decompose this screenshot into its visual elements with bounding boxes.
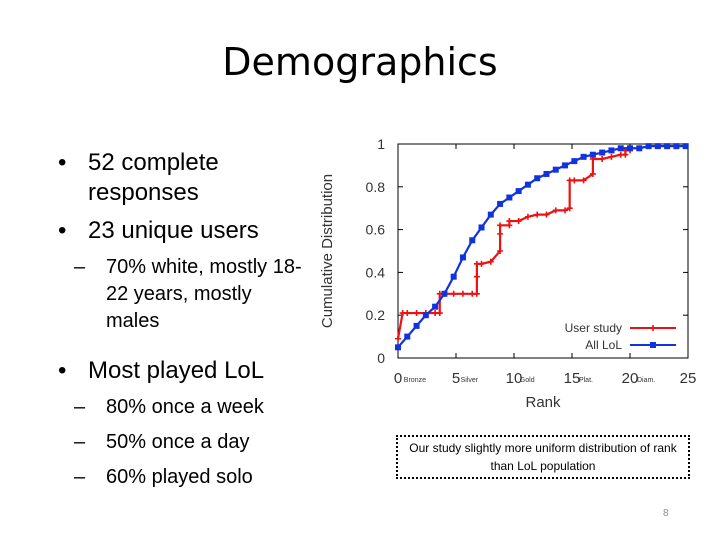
- data-point: [404, 310, 411, 317]
- data-point: [497, 200, 504, 207]
- y-tick-label: 1: [377, 136, 385, 152]
- data-point: [608, 153, 615, 160]
- slide-title: Demographics: [222, 40, 498, 84]
- data-point: [562, 207, 569, 214]
- sub-bullet-solo: 60% played solo: [66, 464, 318, 491]
- y-axis-label: Cumulative Distribution: [319, 174, 336, 328]
- rank-tier-label: Plat.: [579, 377, 593, 384]
- data-point: [395, 344, 401, 351]
- y-tick-label: 0.6: [366, 222, 386, 238]
- data-point: [589, 151, 596, 158]
- bullet-most-played: Most played LoL: [58, 356, 318, 386]
- data-point: [524, 213, 531, 220]
- bullet-list-play: Most played LoL 80% once a week 50% once…: [58, 356, 318, 499]
- legend-label: User study: [565, 321, 622, 335]
- data-point: [413, 322, 420, 329]
- y-tick-label: 0.8: [366, 179, 386, 195]
- data-point: [562, 162, 569, 169]
- x-tick-label: 20: [622, 370, 639, 387]
- data-point: [645, 143, 652, 150]
- data-point: [487, 258, 494, 265]
- data-point: [515, 218, 522, 225]
- x-tick-label: 0: [394, 370, 402, 387]
- data-point: [478, 224, 485, 231]
- data-point: [469, 237, 476, 244]
- data-point: [478, 260, 485, 267]
- legend-marker: [650, 342, 656, 348]
- data-point: [654, 143, 661, 150]
- legend: User study All LoL: [565, 321, 676, 352]
- bullet-responses: 52 complete responses: [58, 148, 308, 208]
- data-point: [506, 194, 513, 201]
- x-tick-label: 15: [564, 370, 581, 387]
- bullet-list: 52 complete responses 23 unique users 70…: [58, 148, 308, 339]
- data-point: [473, 290, 480, 297]
- rank-tier-label: Silver: [461, 377, 479, 384]
- x-tick-label: 25: [680, 370, 697, 387]
- data-point: [627, 145, 633, 152]
- x-tick-label: 10: [506, 370, 523, 387]
- data-point: [459, 254, 466, 261]
- data-point: [473, 273, 480, 280]
- rank-tier-label: Diam.: [637, 377, 655, 384]
- rank-tier-label: Gold: [520, 377, 535, 384]
- data-point: [487, 211, 494, 218]
- legend-label: All LoL: [585, 338, 622, 352]
- data-point: [404, 333, 411, 340]
- data-point: [441, 290, 448, 297]
- sub-bullet-demographics: 70% white, mostly 18-22 years, mostly ma…: [66, 254, 308, 335]
- data-point: [543, 170, 550, 177]
- data-point: [422, 312, 429, 319]
- data-point: [436, 310, 443, 317]
- data-point: [682, 143, 689, 150]
- y-tick-label: 0.2: [366, 307, 386, 323]
- bullet-unique-users: 23 unique users: [58, 216, 308, 246]
- data-point: [552, 166, 559, 173]
- data-point: [599, 155, 606, 162]
- data-point: [571, 158, 578, 165]
- data-point: [515, 188, 522, 195]
- data-point: [506, 218, 513, 225]
- data-point: [617, 145, 624, 152]
- data-point: [543, 211, 550, 218]
- data-point: [459, 290, 466, 297]
- cdf-chart: Cumulative Distribution Rank 0 0.2 0.4 0.6 0…: [319, 136, 697, 411]
- data-point: [571, 177, 578, 184]
- data-point: [524, 181, 531, 188]
- series-line-all-lol: [397, 145, 686, 349]
- y-tick-label: 0.4: [366, 264, 386, 280]
- page-number: 8: [663, 508, 669, 519]
- data-point: [552, 207, 559, 214]
- x-axis-label: Rank: [525, 394, 561, 411]
- plot-frame: [397, 143, 689, 359]
- data-point: [580, 153, 587, 160]
- data-point: [664, 143, 671, 150]
- data-point: [580, 177, 587, 184]
- data-point: [413, 310, 420, 317]
- data-point: [534, 211, 541, 218]
- data-point: [599, 149, 606, 156]
- data-point: [566, 205, 573, 212]
- data-point: [589, 170, 596, 177]
- data-point: [450, 290, 457, 297]
- data-point: [534, 175, 541, 182]
- sub-bullet-week: 80% once a week: [66, 394, 318, 421]
- y-tick-label: 0: [377, 350, 385, 366]
- data-point: [497, 222, 504, 229]
- data-point: [673, 143, 680, 150]
- legend-marker: [650, 325, 656, 331]
- x-tick-label: 5: [452, 370, 460, 387]
- caption-box: Our study slightly more uniform distribu…: [396, 435, 690, 479]
- sub-bullet-day: 50% once a day: [66, 429, 318, 456]
- data-point: [450, 273, 457, 280]
- rank-tier-label: Bronze: [404, 377, 426, 384]
- series-line-user-study: [396, 149, 630, 339]
- data-point: [636, 145, 643, 152]
- data-point: [608, 147, 615, 154]
- data-point: [432, 303, 439, 310]
- data-point: [395, 335, 401, 342]
- data-point: [497, 230, 504, 237]
- data-point: [497, 248, 504, 254]
